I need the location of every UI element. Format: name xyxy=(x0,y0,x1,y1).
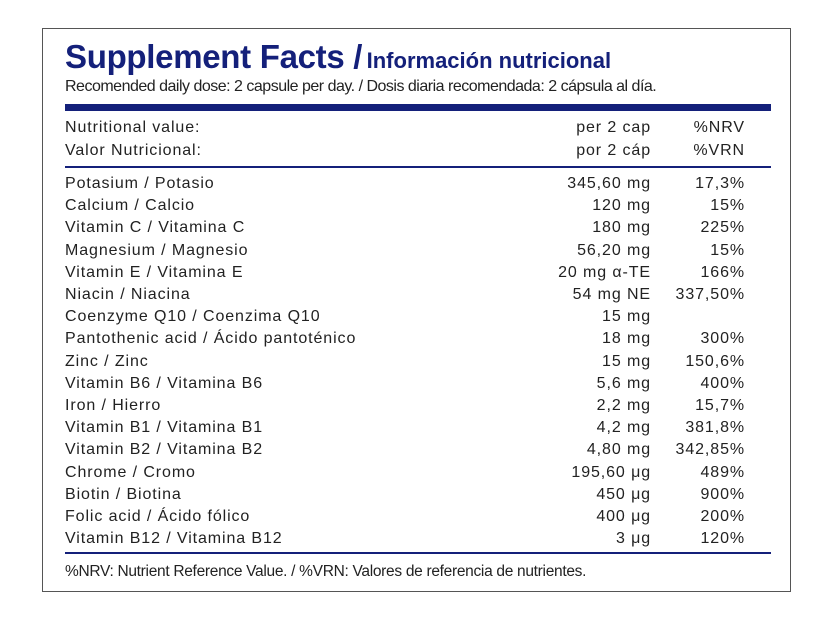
nutrient-name: Iron / Hierro xyxy=(65,397,162,414)
nutrient-name: Vitamin B1 / Vitamina B1 xyxy=(65,419,263,437)
percent: 120% xyxy=(700,530,745,548)
nutrient-name: Potasium / Potasio xyxy=(65,175,215,192)
amount: 5,6 mg xyxy=(596,374,651,392)
table-row: Iron / Hierro 2,2 mg 15,7% xyxy=(65,395,745,417)
amount: 54 mg NE xyxy=(572,286,651,303)
table-row: Niacin / Niacina 54 mg NE 337,50% xyxy=(65,284,745,306)
nutrient-name: Vitamin B6 / Vitamina B6 xyxy=(65,374,263,392)
percent: 17,3% xyxy=(695,175,745,192)
amount: 345,60 mg xyxy=(567,175,651,192)
amount: 180 mg xyxy=(592,219,651,237)
footnote: %NRV: Nutrient Reference Value. / %VRN: … xyxy=(65,563,587,580)
page-title: Supplement Facts / Información nutricion… xyxy=(65,38,611,76)
percent: 342,85% xyxy=(675,441,745,459)
amount: 3 μg xyxy=(615,530,651,548)
table-row: Calcium / Calcio 120 mg 15% xyxy=(65,195,745,217)
nutrient-name: Vitamin B2 / Vitamina B2 xyxy=(65,441,263,459)
nutrient-name: Valor Nutricional: xyxy=(65,142,202,159)
percent: 489% xyxy=(700,463,745,481)
percent: 166% xyxy=(700,263,745,281)
percent: 400% xyxy=(700,374,745,392)
nutrient-name: Calcium / Calcio xyxy=(65,197,195,215)
amount: 4,80 mg xyxy=(586,441,651,459)
amount: 18 mg xyxy=(602,330,651,348)
amount: 15 mg xyxy=(602,352,651,370)
amount: 56,20 mg xyxy=(577,241,651,259)
amount: por 2 cáp xyxy=(576,142,651,159)
percent: 150,6% xyxy=(685,352,745,370)
table-row: Vitamin C / Vitamina C 180 mg 225% xyxy=(65,217,745,239)
nutrient-name: Vitamin E / Vitamina E xyxy=(65,263,244,281)
amount: 195,60 μg xyxy=(571,463,651,481)
percent: 225% xyxy=(700,219,745,237)
table-row: Coenzyme Q10 / Coenzima Q10 15 mg xyxy=(65,306,745,328)
nutrient-name: Folic acid / Ácido fólico xyxy=(65,508,251,525)
amount: 2,2 mg xyxy=(596,397,651,414)
amount: 15 mg xyxy=(602,308,651,326)
amount: 20 mg α-TE xyxy=(558,263,651,281)
nutrient-name: Niacin / Niacina xyxy=(65,286,191,303)
table-row: Biotin / Biotina 450 μg 900% xyxy=(65,484,745,506)
table-row: Potasium / Potasio 345,60 mg 17,3% xyxy=(65,173,745,195)
table-row: Folic acid / Ácido fólico 400 μg 200% xyxy=(65,506,745,528)
table-row: Vitamin B2 / Vitamina B2 4,80 mg 342,85% xyxy=(65,439,745,461)
nutrient-name: Vitamin C / Vitamina C xyxy=(65,219,246,237)
dose-subtitle: Recomended daily dose: 2 capsule per day… xyxy=(65,78,657,95)
bottom-divider xyxy=(65,552,771,554)
percent: 15% xyxy=(710,241,745,259)
percent: %VRN xyxy=(693,142,745,159)
table-row: Zinc / Zinc 15 mg 150,6% xyxy=(65,351,745,373)
percent: 15% xyxy=(710,197,745,215)
nutrient-name: Nutritional value: xyxy=(65,119,201,136)
percent: %NRV xyxy=(693,119,745,136)
amount: 4,2 mg xyxy=(596,419,651,437)
nutrient-name: Pantothenic acid / Ácido pantoténico xyxy=(65,330,357,348)
table-row: Vitamin E / Vitamina E 20 mg α-TE 166% xyxy=(65,262,745,284)
amount: per 2 cap xyxy=(576,119,651,136)
table-row: Pantothenic acid / Ácido pantoténico 18 m… xyxy=(65,328,745,350)
thick-divider xyxy=(65,104,771,111)
nutrient-name: Zinc / Zinc xyxy=(65,352,149,370)
percent: 337,50% xyxy=(675,286,745,303)
percent: 200% xyxy=(700,508,745,525)
amount: 450 μg xyxy=(596,485,651,503)
table-row: Vitamin B12 / Vitamina B12 3 μg 120% xyxy=(65,528,745,550)
amount: 120 mg xyxy=(592,197,651,215)
header-divider xyxy=(65,166,771,168)
table-row: Vitamin B6 / Vitamina B6 5,6 mg 400% xyxy=(65,373,745,395)
percent: 381,8% xyxy=(685,419,745,437)
percent: 900% xyxy=(700,485,745,503)
header-row: Valor Nutricional: por 2 cáp %VRN xyxy=(65,140,745,162)
header-row: Nutritional value: per 2 cap %NRV xyxy=(65,117,745,139)
title-english: Supplement Facts / xyxy=(65,38,363,75)
percent: 300% xyxy=(700,330,745,348)
nutrient-name: Vitamin B12 / Vitamina B12 xyxy=(65,530,283,548)
percent: 15,7% xyxy=(695,397,745,414)
nutrient-name: Magnesium / Magnesio xyxy=(65,241,249,259)
supplement-facts-panel xyxy=(42,28,791,592)
nutrient-name: Coenzyme Q10 / Coenzima Q10 xyxy=(65,308,321,326)
amount: 400 μg xyxy=(596,508,651,525)
table-row: Chrome / Cromo 195,60 μg 489% xyxy=(65,462,745,484)
nutrient-name: Biotin / Biotina xyxy=(65,485,182,503)
title-spanish: Información nutricional xyxy=(366,48,612,73)
table-row: Magnesium / Magnesio 56,20 mg 15% xyxy=(65,240,745,262)
nutrient-name: Chrome / Cromo xyxy=(65,463,196,481)
table-row: Vitamin B1 / Vitamina B1 4,2 mg 381,8% xyxy=(65,417,745,439)
